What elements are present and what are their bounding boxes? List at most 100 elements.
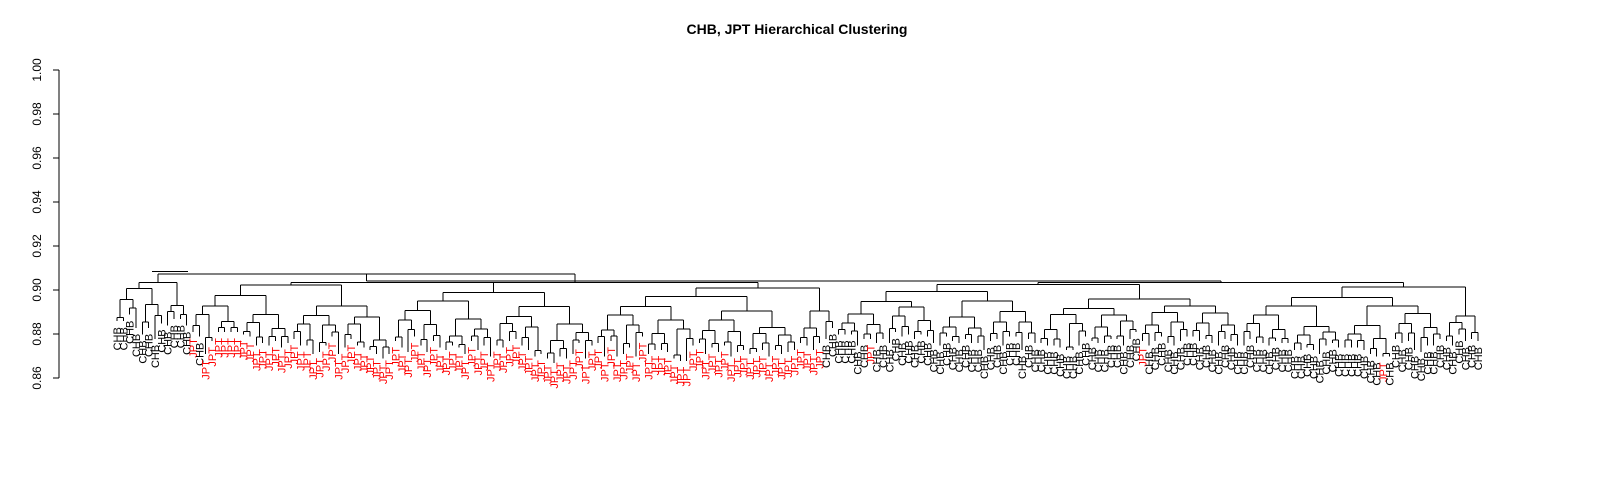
- leaf-label-chb: CHB: [1448, 351, 1460, 374]
- leaf-label-jpt: JPT: [720, 351, 732, 371]
- leaf-label-chb: CHB: [125, 321, 137, 344]
- leaf-label-jpt: JPT: [302, 351, 314, 371]
- y-tick-label: 0.96: [30, 146, 44, 170]
- leaf-label-chb: CHB: [1093, 349, 1105, 372]
- leaf-label-jpt: JPT: [713, 358, 725, 378]
- y-tick-label: 0.90: [30, 278, 44, 302]
- leaf-label-chb: CHB: [859, 345, 871, 368]
- leaf-label-chb: CHB: [1467, 345, 1479, 368]
- leaf-label-chb: CHB: [916, 340, 928, 363]
- leaf-label-jpt: JPT: [568, 360, 580, 380]
- leaf-label-chb: CHB: [1214, 351, 1226, 374]
- leaf-label-chb: CHB: [194, 343, 206, 366]
- leaf-label-jpt: JPT: [270, 347, 282, 367]
- leaf-label-chb: CHB: [1315, 360, 1327, 383]
- leaf-label-chb: CHB: [1017, 356, 1029, 379]
- leaf-label-jpt: JPT: [467, 347, 479, 367]
- leaf-label-jpt: JPT: [378, 364, 390, 384]
- leaf-label-chb: CHB: [941, 343, 953, 366]
- leaf-label-jpt: JPT: [783, 358, 795, 378]
- leaf-label-chb: CHB: [112, 327, 124, 350]
- leaf-label-jpt: JPT: [321, 351, 333, 371]
- leaf-label-jpt: JPT: [796, 349, 808, 369]
- leaf-label-chb: CHB: [1233, 351, 1245, 374]
- leaf-label-chb: CHB: [973, 349, 985, 372]
- leaf-label-chb: CHB: [150, 345, 162, 368]
- leaf-label-jpt: JPT: [226, 338, 238, 358]
- leaf-label-chb: CHB: [1302, 354, 1314, 377]
- leaf-label-jpt: JPT: [498, 353, 510, 373]
- leaf-label-chb: CHB: [821, 345, 833, 368]
- leaf-label-jpt: JPT: [239, 340, 251, 360]
- leaf-label-chb: CHB: [910, 345, 922, 368]
- leaf-label-chb: CHB: [1043, 351, 1055, 374]
- leaf-label-chb: CHB: [1321, 351, 1333, 374]
- leaf-label-chb: CHB: [1239, 351, 1251, 374]
- leaf-label-chb: CHB: [1454, 340, 1466, 363]
- leaf-label-jpt: JPT: [429, 347, 441, 367]
- leaf-label-jpt: JPT: [637, 342, 649, 362]
- leaf-label-jpt: JPT: [454, 353, 466, 373]
- leaf-label-chb: CHB: [872, 349, 884, 372]
- leaf-label-chb: CHB: [1327, 349, 1339, 372]
- leaf-label-chb: CHB: [1416, 358, 1428, 381]
- leaf-label-chb: CHB: [884, 349, 896, 372]
- leaf-label-jpt: JPT: [612, 362, 624, 382]
- leaf-label-jpt: JPT: [815, 349, 827, 369]
- leaf-label-chb: CHB: [897, 343, 909, 366]
- leaf-label-chb: CHB: [1112, 345, 1124, 368]
- leaf-label-jpt: JPT: [865, 345, 877, 365]
- leaf-label-chb: CHB: [163, 332, 175, 355]
- leaf-label-chb: CHB: [118, 327, 130, 350]
- leaf-label-jpt: JPT: [524, 356, 536, 376]
- leaf-label-chb: CHB: [903, 340, 915, 363]
- leaf-label-jpt: JPT: [232, 338, 244, 358]
- leaf-label-jpt: JPT: [334, 360, 346, 380]
- leaf-label-jpt: JPT: [277, 353, 289, 373]
- leaf-label-chb: CHB: [1068, 356, 1080, 379]
- y-tick-label: 0.88: [30, 322, 44, 346]
- leaf-label-jpt: JPT: [372, 360, 384, 380]
- leaf-label-jpt: JPT: [365, 356, 377, 376]
- leaf-label-chb: CHB: [986, 347, 998, 370]
- leaf-label-jpt: JPT: [530, 362, 542, 382]
- leaf-label-chb: CHB: [1258, 349, 1270, 372]
- leaf-label-chb: CHB: [137, 340, 149, 363]
- leaf-label-jpt: JPT: [391, 347, 403, 367]
- leaf-label-chb: CHB: [156, 329, 168, 352]
- leaf-label-jpt: JPT: [758, 356, 770, 376]
- leaf-label-chb: CHB: [840, 340, 852, 363]
- leaf-label-chb: CHB: [1346, 354, 1358, 377]
- leaf-label-jpt: JPT: [549, 369, 561, 389]
- leaf-label-jpt: JPT: [245, 342, 257, 362]
- leaf-label-chb: CHB: [1030, 349, 1042, 372]
- leaf-label-jpt: JPT: [802, 351, 814, 371]
- leaf-label-jpt: JPT: [416, 351, 428, 371]
- leaf-label-chb: CHB: [1410, 356, 1422, 379]
- leaf-label-chb: CHB: [1277, 349, 1289, 372]
- leaf-label-chb: CHB: [1106, 345, 1118, 368]
- leaf-label-jpt: JPT: [650, 356, 662, 376]
- leaf-label-jpt: JPT: [770, 356, 782, 376]
- leaf-labels: CHBCHBCHBCHBCHBCHBCHBCHBCHBCHBCHBCHBJPTC…: [112, 321, 1485, 389]
- leaf-label-chb: CHB: [1131, 338, 1143, 361]
- leaf-label-chb: CHB: [891, 338, 903, 361]
- leaf-label-jpt: JPT: [517, 351, 529, 371]
- leaf-label-jpt: JPT: [201, 360, 213, 380]
- leaf-label-jpt: JPT: [511, 345, 523, 365]
- leaf-label-chb: CHB: [878, 345, 890, 368]
- leaf-label-chb: CHB: [1365, 360, 1377, 383]
- leaf-label-jpt: JPT: [207, 347, 219, 367]
- leaf-label-jpt: JPT: [251, 351, 263, 371]
- leaf-label-chb: CHB: [922, 343, 934, 366]
- leaf-label-jpt: JPT: [808, 356, 820, 376]
- leaf-label-chb: CHB: [967, 349, 979, 372]
- leaf-label-chb: CHB: [131, 334, 143, 357]
- leaf-label-chb: CHB: [1340, 354, 1352, 377]
- leaf-label-jpt: JPT: [561, 364, 573, 384]
- leaf-label-chb: CHB: [1372, 362, 1384, 385]
- leaf-label-jpt: JPT: [359, 353, 371, 373]
- leaf-label-jpt: JPT: [625, 353, 637, 373]
- dendrogram-branches: [116, 270, 1479, 363]
- leaf-label-jpt: JPT: [536, 360, 548, 380]
